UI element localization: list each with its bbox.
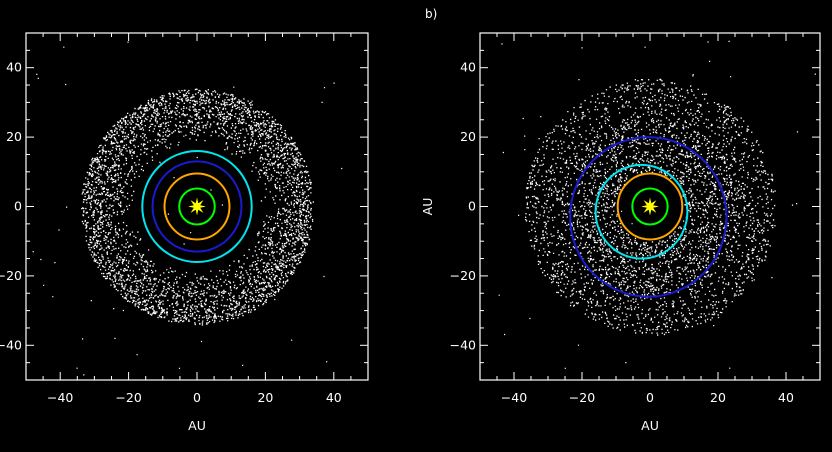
y-tick-label: −40: [0, 337, 22, 352]
orbits-layer: [141, 149, 253, 264]
y-axis-title: AU: [420, 198, 435, 216]
y-tick-label: −20: [450, 268, 476, 283]
x-tick-label: −40: [47, 390, 73, 405]
x-tick-label: 40: [778, 390, 794, 405]
x-axis-title: AU: [188, 418, 206, 433]
star-icon: [641, 197, 659, 216]
ticks-layer: −40 −20 0 20 40 −40 −20 0 20 40: [450, 32, 821, 405]
orbits-layer: [569, 136, 728, 298]
orbit-ring: [163, 172, 231, 241]
particle-points: [498, 40, 816, 369]
ticks-layer: −40 −20 0 20 40 −40 −20 0 20 40: [0, 32, 369, 405]
panel-label: b): [425, 7, 437, 21]
orbit-ring: [616, 172, 684, 241]
particles-layer: [498, 40, 816, 369]
x-tick-label: 40: [326, 390, 342, 405]
star-layer: [641, 197, 659, 216]
orbit-ring: [569, 136, 728, 298]
x-tick-label: −20: [115, 390, 141, 405]
x-axis-title: AU: [641, 418, 659, 433]
star-icon: [188, 197, 206, 216]
y-tick-label: 0: [468, 199, 476, 214]
x-tick-label: −40: [501, 390, 527, 405]
orbit-ring: [631, 187, 669, 226]
y-tick-label: −20: [0, 268, 22, 283]
orbit-ring: [151, 160, 243, 253]
y-tick-label: 40: [460, 60, 476, 75]
y-tick-label: 20: [460, 129, 476, 144]
panel-b: −40 −20 0 20 40 −40 −20 0 20 40 AU AU b): [420, 7, 821, 433]
orbit-ring: [594, 163, 689, 260]
y-tick-label: 20: [6, 129, 22, 144]
y-tick-label: 0: [14, 199, 22, 214]
star-layer: [188, 197, 206, 216]
x-tick-label: −20: [569, 390, 595, 405]
orbit-ring: [178, 187, 216, 226]
x-tick-label: 20: [710, 390, 726, 405]
panel-a: −40 −20 0 20 40 −40 −20 0 20 40 AU: [0, 32, 369, 433]
x-tick-label: 20: [257, 390, 273, 405]
y-tick-label: −40: [450, 337, 476, 352]
x-tick-label: 0: [646, 390, 654, 405]
x-tick-label: 0: [193, 390, 201, 405]
orbit-ring: [141, 149, 253, 264]
y-tick-label: 40: [6, 60, 22, 75]
